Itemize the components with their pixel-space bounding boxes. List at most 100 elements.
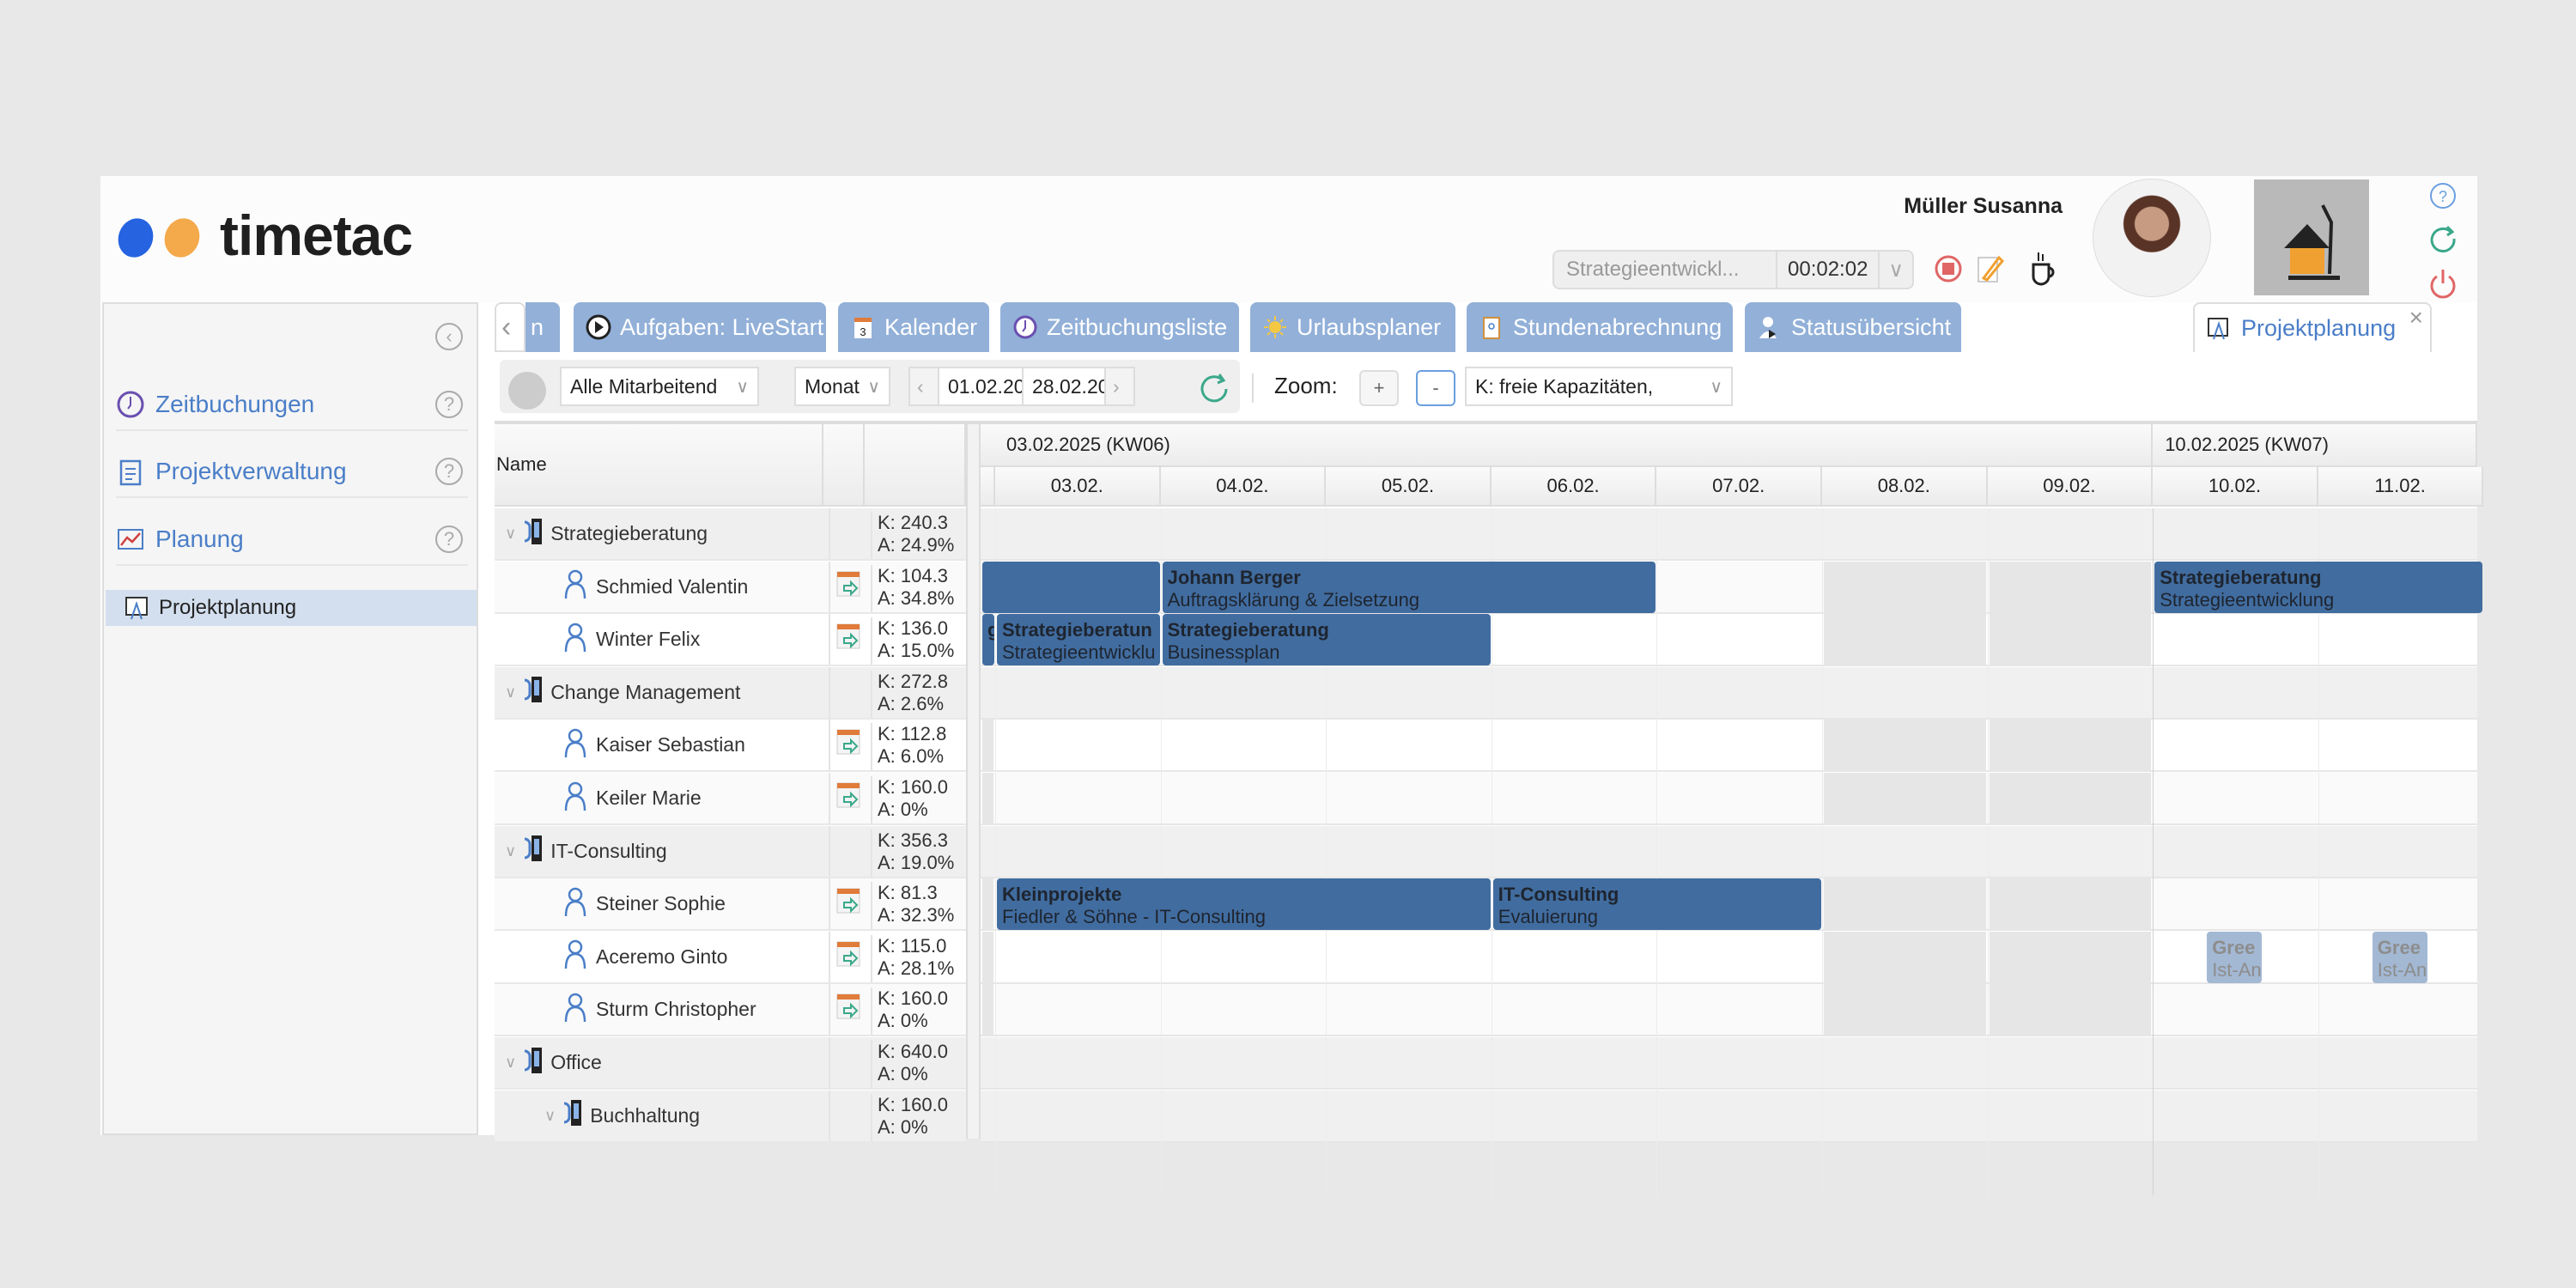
capacity-cell: K: 112.8 A: 6.0% bbox=[871, 723, 946, 771]
zoom-out-button[interactable]: - bbox=[1416, 370, 1455, 406]
prev-period-button[interactable]: ‹ bbox=[908, 367, 939, 406]
weekend-cell bbox=[982, 931, 993, 982]
avatar[interactable] bbox=[2093, 179, 2211, 297]
sidebar-item-planung[interactable]: Planung? bbox=[116, 514, 468, 566]
weekend-cell bbox=[1824, 720, 1986, 771]
sidebar-item-zeitbuchungen[interactable]: Zeitbuchungen? bbox=[116, 380, 468, 431]
calendar-assign-icon[interactable] bbox=[829, 720, 870, 771]
calendar-assign-icon[interactable] bbox=[829, 931, 870, 982]
chevron-down-icon[interactable]: ∨ bbox=[544, 1106, 556, 1124]
task-bar[interactable]: Gree Ist-An bbox=[2207, 931, 2263, 983]
gantt-row[interactable] bbox=[981, 666, 2477, 720]
splitter-handle[interactable] bbox=[966, 424, 981, 1139]
gantt-row[interactable] bbox=[981, 825, 2477, 878]
department-icon bbox=[523, 517, 545, 551]
group-row[interactable]: ∨ IT-Consulting K: 356.3 A: 19.0% bbox=[495, 825, 966, 878]
group-row[interactable]: ∨ Office K: 640.0 A: 0% bbox=[495, 1037, 966, 1090]
select-value: K: freie Kapazitäten, bbox=[1475, 374, 1654, 398]
group-row[interactable]: ∨ Change Management K: 272.8 A: 2.6% bbox=[495, 666, 966, 720]
group-row[interactable]: ∨ Buchhaltung K: 160.0 A: 0% bbox=[495, 1090, 966, 1143]
availability-value: A: 0% bbox=[878, 1063, 928, 1084]
chevron-down-icon[interactable]: ∨ bbox=[505, 525, 517, 542]
sidebar-item-projektverwaltung[interactable]: Projektverwaltung? bbox=[116, 447, 468, 498]
task-bar[interactable]: IT-Consulting Evaluierung bbox=[1492, 878, 1821, 931]
help-icon[interactable]: ? bbox=[435, 526, 463, 553]
chevron-down-icon: ∨ bbox=[1710, 377, 1722, 397]
date-from-input[interactable]: 01.02.2025 bbox=[938, 367, 1047, 406]
person-row[interactable]: Winter Felix K: 136.0 A: 15.0% bbox=[495, 614, 966, 667]
chevron-down-icon[interactable]: ∨ bbox=[505, 1054, 517, 1071]
gantt-row[interactable] bbox=[981, 984, 2477, 1037]
day-header: 04.02. bbox=[1160, 467, 1327, 507]
calendar-assign-icon[interactable] bbox=[829, 614, 870, 665]
name-column-header[interactable]: Name bbox=[495, 424, 823, 507]
task-bar[interactable]: Strategieberatung Strategieentwicklung bbox=[2154, 561, 2483, 613]
coffee-icon[interactable] bbox=[2028, 249, 2059, 287]
person-row[interactable]: Aceremo Ginto K: 115.0 A: 28.1% bbox=[495, 931, 966, 984]
tabs-scroll-left[interactable]: ‹ bbox=[495, 302, 526, 352]
person-row[interactable]: Keiler Marie K: 160.0 A: 0% bbox=[495, 773, 966, 825]
close-tab-button[interactable]: × bbox=[2409, 304, 2423, 331]
task-bar[interactable]: Kleinprojekte Fiedler & Söhne - IT-Consul… bbox=[997, 878, 1491, 931]
task-bar[interactable]: Strategieberatun Strategieentwicklu bbox=[997, 614, 1160, 666]
planning-grid: Name ∨ Strategieberatung K: 240.3 A: 24.9% S… bbox=[495, 421, 2484, 1195]
gantt-row[interactable] bbox=[981, 720, 2477, 773]
task-bar[interactable]: Gree Ist-An bbox=[2372, 931, 2427, 983]
refresh-icon[interactable] bbox=[2428, 223, 2458, 254]
sidebar-item-projektplanung[interactable]: Projektplanung bbox=[106, 590, 477, 626]
timer-widget[interactable]: Strategieentwickl... 00:02:02 ∨ bbox=[1552, 250, 1914, 289]
day-gridline bbox=[2318, 508, 2319, 1195]
date-to-input[interactable]: 28.02.2025 bbox=[1022, 367, 1131, 406]
stop-icon[interactable] bbox=[1934, 252, 1963, 285]
gantt-row[interactable] bbox=[981, 773, 2477, 825]
tab-zeitbuchungsliste[interactable]: Zeitbuchungsliste bbox=[1000, 302, 1239, 352]
person-row[interactable]: Sturm Christopher K: 160.0 A: 0% bbox=[495, 984, 966, 1037]
day-gridline bbox=[1160, 508, 1162, 1195]
chevron-down-icon[interactable]: ∨ bbox=[1888, 258, 1904, 282]
task-bar[interactable]: g) bbox=[982, 614, 994, 666]
calendar-assign-icon[interactable] bbox=[829, 773, 870, 823]
person-row[interactable]: Kaiser Sebastian K: 112.8 A: 6.0% bbox=[495, 720, 966, 773]
help-icon[interactable]: ? bbox=[435, 391, 463, 418]
tab-urlaubsplaner[interactable]: Urlaubsplaner bbox=[1250, 302, 1455, 352]
week-header: 10.02.2025 (KW07) bbox=[2153, 424, 2477, 467]
calendar-assign-icon[interactable] bbox=[829, 878, 870, 930]
tab-stundenabrechnung[interactable]: Stundenabrechnung bbox=[1467, 302, 1733, 352]
task-bar[interactable] bbox=[982, 561, 1160, 613]
task-bar[interactable]: Strategieberatung Businessplan bbox=[1162, 614, 1491, 666]
help-icon[interactable]: ? bbox=[2428, 180, 2458, 211]
tab-aufgaben-livestart[interactable]: Aufgaben: LiveStart bbox=[574, 302, 826, 352]
task-title: Strategieberatung bbox=[2160, 566, 2322, 588]
next-period-button[interactable]: › bbox=[1104, 367, 1135, 406]
user-status-icon bbox=[1759, 317, 1777, 338]
task-subtitle: Businessplan bbox=[1167, 641, 1280, 664]
view-select[interactable]: K: freie Kapazitäten, ∨ bbox=[1465, 367, 1733, 406]
power-icon[interactable] bbox=[2428, 266, 2458, 299]
note-icon[interactable] bbox=[1975, 252, 2004, 285]
day-header bbox=[981, 467, 995, 507]
chevron-down-icon[interactable]: ∨ bbox=[505, 683, 517, 701]
chevron-down-icon[interactable]: ∨ bbox=[505, 841, 517, 860]
collapse-sidebar-button[interactable]: ‹ bbox=[435, 323, 463, 350]
zoom-in-button[interactable]: + bbox=[1359, 370, 1399, 406]
day-gridline bbox=[1656, 508, 1658, 1195]
person-row[interactable]: Steiner Sophie K: 81.3 A: 32.3% bbox=[495, 878, 966, 932]
row-name: Office bbox=[550, 1051, 602, 1073]
tab-truncated[interactable]: n bbox=[526, 302, 560, 352]
refresh-icon[interactable] bbox=[1197, 370, 1231, 408]
group-row[interactable]: ∨ Strategieberatung K: 240.3 A: 24.9% bbox=[495, 508, 966, 561]
help-icon[interactable]: ? bbox=[435, 458, 463, 485]
employee-select[interactable]: Alle Mitarbeitend ∨ bbox=[560, 367, 759, 406]
task-bar[interactable]: Johann Berger Auftragsklärung & Zielsetzu… bbox=[1162, 561, 1656, 613]
person-row[interactable]: Schmied Valentin K: 104.3 A: 34.8% bbox=[495, 561, 966, 614]
calendar-assign-icon[interactable] bbox=[829, 984, 870, 1036]
period-select[interactable]: Monat ∨ bbox=[794, 367, 890, 406]
tab-kalender[interactable]: 3 Kalender bbox=[838, 302, 989, 352]
calendar-assign-icon[interactable] bbox=[829, 561, 870, 612]
tab-statusuebersicht[interactable]: Statusübersicht bbox=[1745, 302, 1961, 352]
tab-projektplanung[interactable]: Projektplanung × bbox=[2193, 302, 2432, 352]
gantt-row[interactable] bbox=[981, 1037, 2477, 1090]
gantt-row[interactable] bbox=[981, 508, 2477, 561]
projektplanung-icon bbox=[125, 597, 148, 620]
gantt-row[interactable] bbox=[981, 1090, 2477, 1143]
